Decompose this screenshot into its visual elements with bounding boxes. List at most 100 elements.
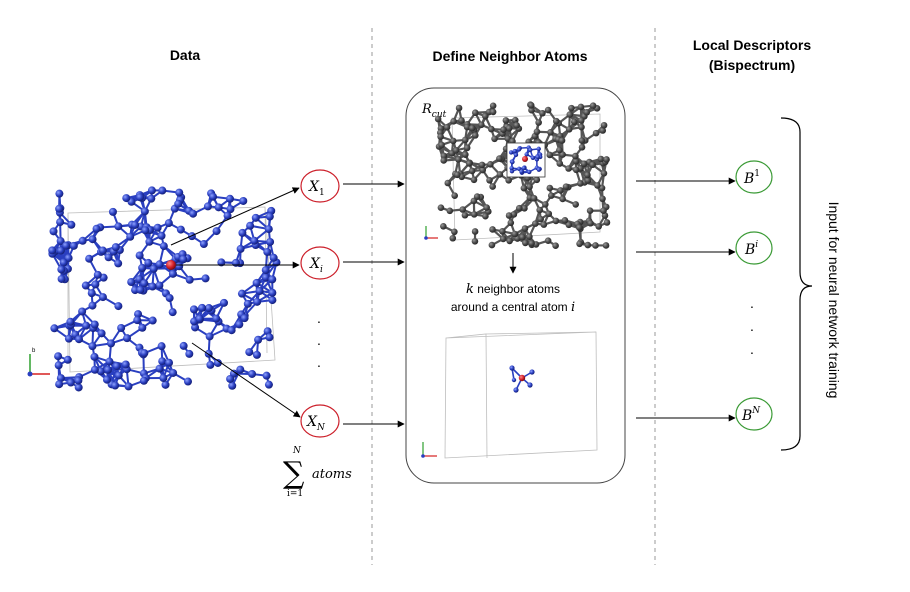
header-neighbor: Define Neighbor Atoms	[432, 48, 587, 64]
atom	[240, 314, 249, 323]
axis-label-b: b	[32, 348, 36, 354]
atom	[169, 368, 178, 377]
atom	[535, 119, 542, 126]
atom	[264, 225, 273, 234]
atom	[451, 192, 458, 199]
atom	[189, 209, 198, 218]
atom	[470, 211, 478, 218]
neighbor-caption-line1: k neighbor atoms	[466, 282, 560, 297]
atom	[201, 274, 210, 283]
input-node-x1: X1	[300, 169, 340, 203]
atom	[87, 289, 96, 298]
atom	[157, 342, 166, 351]
atom	[91, 280, 100, 289]
atom	[155, 281, 164, 290]
atom	[572, 152, 579, 160]
atom	[577, 180, 584, 187]
atom	[521, 205, 528, 212]
atom	[236, 365, 245, 374]
atom	[179, 341, 188, 350]
atom	[198, 303, 207, 312]
atom	[559, 195, 566, 203]
atom	[185, 275, 194, 284]
atom	[88, 235, 97, 244]
atom	[56, 374, 65, 383]
atom	[238, 228, 247, 237]
atom	[155, 260, 164, 269]
atom	[145, 237, 154, 246]
atom	[455, 156, 462, 163]
output-node-bn: BN	[735, 397, 773, 431]
central-atom	[166, 260, 176, 270]
atom	[114, 222, 123, 231]
atom	[483, 204, 490, 211]
atom	[509, 165, 514, 171]
atom	[552, 242, 559, 249]
atom	[231, 258, 240, 267]
atom	[63, 355, 72, 364]
atom	[473, 193, 481, 200]
atom	[544, 237, 552, 245]
atom	[580, 160, 588, 168]
atom	[139, 376, 148, 385]
atom	[479, 166, 487, 174]
svg-text:Bi: Bi	[744, 240, 758, 258]
isolated-neighborhood	[444, 331, 598, 459]
atom	[502, 117, 510, 124]
atom	[138, 323, 147, 332]
atom	[449, 234, 457, 242]
xi-sub: i	[320, 265, 323, 275]
atom	[572, 166, 580, 174]
atom	[253, 297, 262, 306]
atom	[603, 156, 610, 163]
atom	[185, 349, 194, 358]
atom	[575, 224, 583, 231]
atom	[261, 273, 270, 282]
right-brace	[780, 117, 813, 451]
atom	[552, 117, 560, 125]
atom	[250, 236, 259, 245]
atom	[179, 255, 188, 264]
atom	[546, 184, 554, 192]
atom	[589, 102, 597, 109]
atom	[50, 324, 59, 333]
atom	[147, 186, 156, 195]
xi-base: X	[309, 256, 321, 272]
atom	[123, 334, 132, 343]
atom	[461, 211, 469, 219]
sum-expression: N ∑ i=1 atoms	[283, 446, 352, 499]
atom	[486, 176, 493, 184]
atom	[56, 246, 65, 255]
atom	[103, 375, 112, 384]
atom	[105, 357, 114, 366]
atom	[90, 352, 99, 361]
atom	[489, 183, 496, 190]
atom	[540, 221, 548, 228]
atom	[458, 117, 465, 124]
atom	[592, 242, 599, 249]
atom	[491, 135, 498, 143]
atom	[245, 348, 254, 357]
atom	[547, 128, 554, 136]
atom	[265, 212, 274, 221]
atom	[527, 102, 535, 109]
atom	[440, 157, 448, 164]
atom	[248, 369, 257, 378]
atom	[600, 169, 608, 177]
atom	[49, 227, 58, 236]
atom	[62, 241, 71, 250]
atom	[471, 228, 479, 235]
atom	[465, 160, 473, 167]
rcut-label: Rcut	[421, 102, 447, 120]
atom	[536, 167, 542, 172]
atom	[558, 137, 566, 144]
atom	[165, 294, 174, 303]
atom	[528, 106, 535, 114]
axis-triad-left: b	[27, 348, 50, 377]
atom	[443, 124, 451, 131]
atom	[528, 147, 533, 153]
atom	[98, 246, 107, 255]
atom	[69, 241, 78, 250]
atom	[174, 199, 183, 208]
